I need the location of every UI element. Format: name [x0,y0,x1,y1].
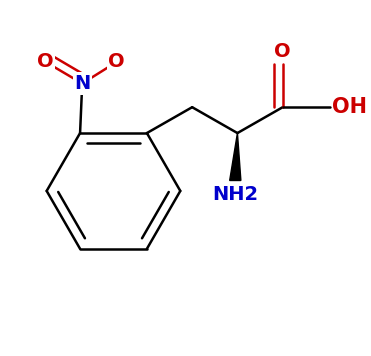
Text: OH: OH [332,97,367,117]
Polygon shape [230,133,241,180]
Text: O: O [275,42,291,61]
Text: O: O [37,52,54,72]
Text: NH2: NH2 [212,185,258,204]
Text: N: N [74,74,91,93]
Text: O: O [108,52,125,72]
